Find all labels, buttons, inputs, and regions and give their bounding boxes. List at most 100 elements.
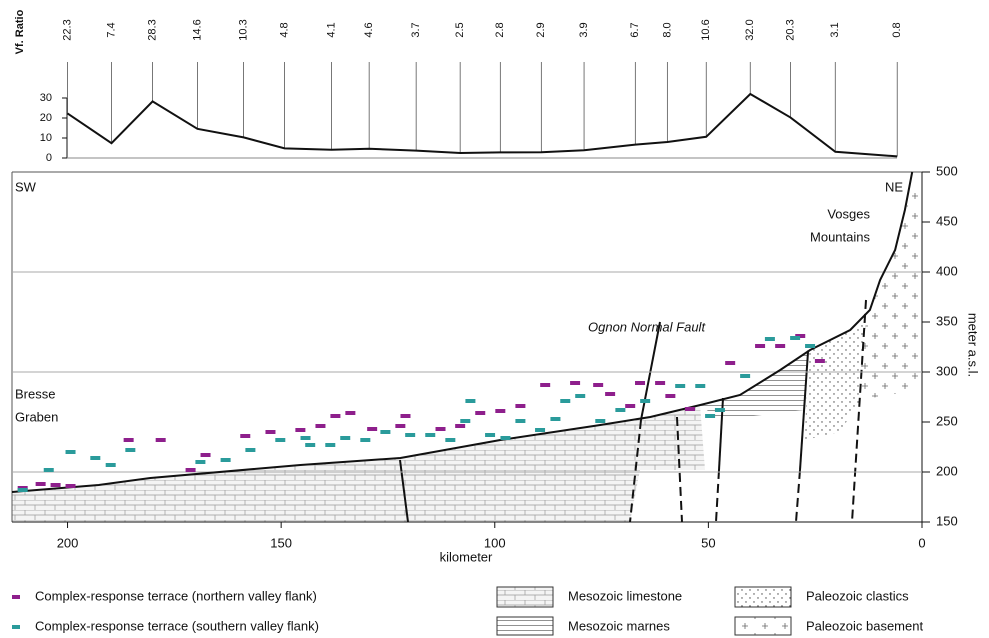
value-label: 4.6 xyxy=(363,22,375,37)
y-axis-label: Vf. Ratio xyxy=(14,9,26,54)
terrace xyxy=(106,463,116,467)
terrace xyxy=(655,381,665,385)
terrace xyxy=(765,337,775,341)
terrace xyxy=(790,336,800,340)
terrace xyxy=(495,409,505,413)
legend-label: Paleozoic clastics xyxy=(806,588,909,603)
terrace xyxy=(715,408,725,412)
terrace xyxy=(90,456,100,460)
terrace xyxy=(66,484,76,488)
terrace xyxy=(500,436,510,440)
fault xyxy=(716,470,719,522)
y-tick-label: 30 xyxy=(40,92,52,104)
annotation: Vosges xyxy=(827,206,870,221)
x-tick-label: 200 xyxy=(57,535,79,550)
terrace xyxy=(675,384,685,388)
fault xyxy=(641,322,660,420)
terrace xyxy=(405,433,415,437)
terrace xyxy=(367,427,377,431)
value-label: 4.1 xyxy=(325,22,337,37)
terrace xyxy=(51,483,61,487)
terrace xyxy=(560,399,570,403)
value-label: 10.3 xyxy=(237,19,249,40)
y-tick-label: 20 xyxy=(40,112,52,124)
terrace xyxy=(625,404,635,408)
lithology xyxy=(12,180,918,522)
terrace xyxy=(775,344,785,348)
annotation: NE xyxy=(885,179,903,194)
value-label: 2.9 xyxy=(535,22,547,37)
terrace xyxy=(805,344,815,348)
terrace xyxy=(186,468,196,472)
terrace xyxy=(635,381,645,385)
legend-label: Mesozoic marnes xyxy=(568,618,670,633)
terrace xyxy=(360,438,370,442)
legend-label: Mesozoic limestone xyxy=(568,588,682,603)
terrace xyxy=(275,438,285,442)
terrace xyxy=(605,392,615,396)
legend-marker xyxy=(12,595,20,599)
terrace xyxy=(380,430,390,434)
figure: 0102030Vf. Ratio22.37.428.314.610.34.84.… xyxy=(0,0,989,638)
terrace xyxy=(465,399,475,403)
terrace xyxy=(535,428,545,432)
terrace xyxy=(515,419,525,423)
annotation: Bresse xyxy=(15,386,55,401)
surface-profile xyxy=(12,172,912,492)
terrace xyxy=(156,438,166,442)
value-label: 0.8 xyxy=(891,22,903,37)
terrace xyxy=(550,417,560,421)
value-label: 4.8 xyxy=(278,22,290,37)
terrace xyxy=(265,430,275,434)
annotation: SW xyxy=(15,179,37,194)
legend-label: Paleozoic basement xyxy=(806,618,923,633)
legend-marker xyxy=(12,625,20,629)
terrace xyxy=(315,424,325,428)
terrace xyxy=(575,394,585,398)
terrace xyxy=(595,419,605,423)
terrace xyxy=(124,438,134,442)
fault xyxy=(796,470,800,522)
terrace xyxy=(345,411,355,415)
value-label: 8.0 xyxy=(661,22,673,37)
terrace xyxy=(125,448,135,452)
legend-swatch xyxy=(497,617,553,635)
terrace xyxy=(330,414,340,418)
y-tick-label: 500 xyxy=(936,163,958,178)
terrace xyxy=(445,438,455,442)
legend-swatch xyxy=(735,587,791,607)
y-tick-label: 300 xyxy=(936,363,958,378)
terrace xyxy=(455,424,465,428)
terrace xyxy=(195,460,205,464)
x-tick-label: 100 xyxy=(484,535,506,550)
legend-label: Complex-response terrace (southern valle… xyxy=(35,618,319,633)
value-label: 6.7 xyxy=(629,22,641,37)
limestone-block xyxy=(640,405,705,470)
value-label: 3.7 xyxy=(410,22,422,37)
value-label: 2.8 xyxy=(494,22,506,37)
value-label: 32.0 xyxy=(744,19,756,40)
y-tick-label: 150 xyxy=(936,513,958,528)
terrace xyxy=(515,404,525,408)
value-label: 7.4 xyxy=(105,22,117,37)
terrace xyxy=(201,453,211,457)
terrace xyxy=(305,443,315,447)
terrace xyxy=(640,399,650,403)
y-tick-label: 400 xyxy=(936,263,958,278)
annotation: Ognon Normal Fault xyxy=(588,319,706,334)
y-tick-label: 200 xyxy=(936,463,958,478)
value-label: 3.1 xyxy=(829,22,841,37)
value-label: 3.9 xyxy=(578,22,590,37)
legend-swatch xyxy=(735,617,791,635)
terrace xyxy=(570,381,580,385)
terrace xyxy=(325,443,335,447)
annotation: Graben xyxy=(15,409,58,424)
terrace xyxy=(685,407,695,411)
value-label: 10.6 xyxy=(700,19,712,40)
y-tick-label: 0 xyxy=(46,152,52,164)
terrace xyxy=(436,427,446,431)
legend-label: Complex-response terrace (northern valle… xyxy=(35,588,317,603)
terrace xyxy=(665,394,675,398)
y-tick-label: 10 xyxy=(40,132,52,144)
terrace xyxy=(395,424,405,428)
